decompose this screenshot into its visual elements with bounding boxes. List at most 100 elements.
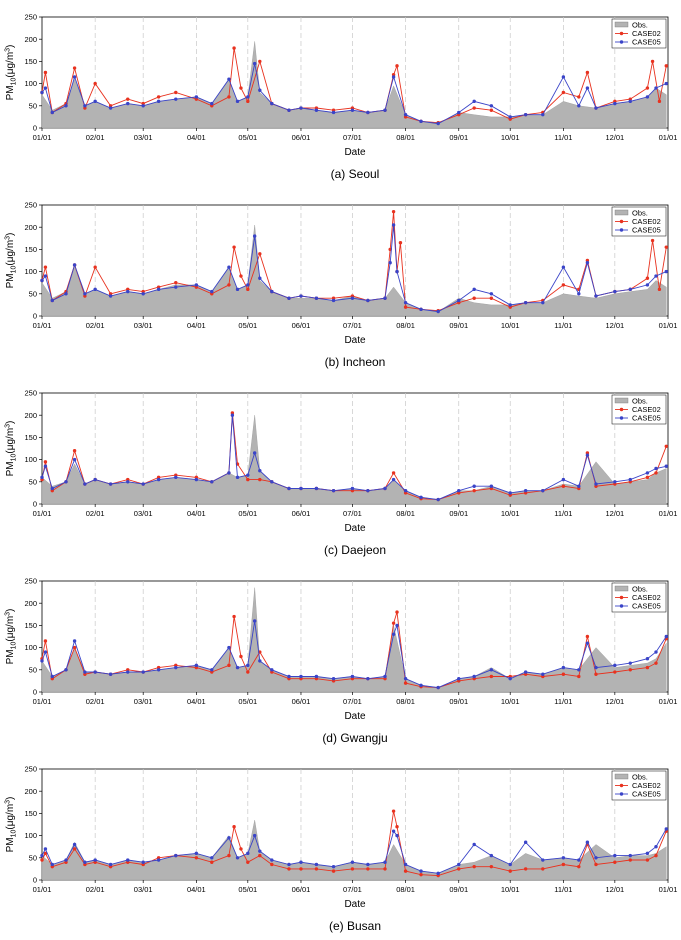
panel-caption: (c) Daejeon [324,543,386,557]
case02-point [331,869,336,873]
y-tick-label: 50 [29,101,37,110]
case05-point [403,676,408,681]
x-tick-label: 03/01 [134,509,153,518]
y-tick-label: 50 [29,289,37,298]
case05-point [350,296,355,300]
case05-point [585,641,590,645]
case02-point [585,70,590,75]
case05-point [174,475,178,480]
case02-point [577,674,581,679]
x-tick-label: 01/01 [659,697,678,706]
case05-point [577,668,581,672]
case05-point [541,300,545,305]
case05-point [64,668,68,672]
legend-label-case05: CASE05 [632,790,661,799]
case02-point [561,90,566,95]
x-tick-label: 12/01 [605,885,624,894]
x-tick-label: 06/01 [292,697,311,706]
case02-point [395,825,399,829]
case02-line [41,48,667,124]
case05-point [489,484,494,488]
case05-point [403,112,408,117]
case02-point [472,488,476,493]
case05-point [230,413,235,417]
x-tick-label: 11/01 [554,509,572,518]
case05-point [585,86,590,90]
case02-point [472,106,476,110]
case05-point [141,104,145,108]
x-tick-label: 03/01 [134,321,153,330]
case05-point [577,104,581,108]
case02-point [489,674,494,679]
x-axis-title: Date [344,711,366,722]
case05-point [50,486,54,491]
x-tick-label: 09/01 [449,509,468,518]
case05-point [40,853,44,858]
case02-point [239,274,243,278]
legend-label-case02: CASE02 [632,217,661,226]
case02-point [645,858,650,862]
case02-point [645,665,650,670]
case05-point [210,289,214,294]
case02-point [613,860,617,864]
y-tick-label: 150 [24,57,37,66]
case02-point [258,853,262,858]
case02-point [391,621,396,625]
case05-point [594,665,598,670]
case05-point [436,309,440,314]
x-tick-label: 08/01 [396,321,415,330]
case05-point [613,663,617,668]
case05-point [210,101,214,106]
case05-point [210,480,214,484]
case02-point [489,296,494,300]
x-tick-label: 01/01 [659,509,678,518]
case02-point [561,862,566,867]
case05-point [388,261,392,265]
case02-point [93,81,97,86]
case05-point [252,833,257,838]
x-tick-label: 04/01 [187,885,206,894]
case05-point [93,670,97,674]
case05-point [40,475,44,480]
case05-point [43,274,48,278]
x-tick-label: 03/01 [134,697,153,706]
case05-point [561,265,566,269]
case05-point [314,296,319,300]
x-tick-label: 10/01 [501,133,520,142]
case05-point [457,298,461,303]
y-tick-label: 0 [33,124,37,133]
case05-point [628,99,632,104]
x-tick-label: 08/01 [396,133,415,142]
y-tick-label: 100 [24,79,37,88]
case05-point [395,833,399,838]
x-axis-title: Date [344,523,366,534]
x-tick-label: 12/01 [605,509,624,518]
case05-point [93,287,97,292]
legend-swatch-obs- [614,209,629,216]
case05-point [64,480,68,484]
legend-label-case05: CASE05 [632,38,661,47]
case05-point [50,110,54,115]
case05-point [457,862,461,867]
case05-point [645,657,650,661]
panel-caption: (e) Busan [329,919,381,933]
case05-point [72,639,77,643]
x-axis-title: Date [344,335,366,346]
case05-point [126,480,130,484]
y-tick-label: 50 [29,477,37,486]
chart-panel: 0 50 100 150 200 250 01/01 02/01 03/01 04/01 05/01… [5,577,678,745]
case02-point [93,265,97,269]
case05-point [93,99,97,104]
case05-point [108,862,113,867]
x-tick-label: 11/01 [554,885,572,894]
case02-point [299,867,303,871]
case05-point [40,659,44,663]
case05-point [383,674,387,679]
case05-point [395,623,399,628]
y-tick-label: 250 [24,201,37,210]
x-tick-label: 01/01 [33,697,52,706]
x-tick-label: 12/01 [605,133,624,142]
case05-point [156,668,161,672]
case05-point [419,119,423,124]
